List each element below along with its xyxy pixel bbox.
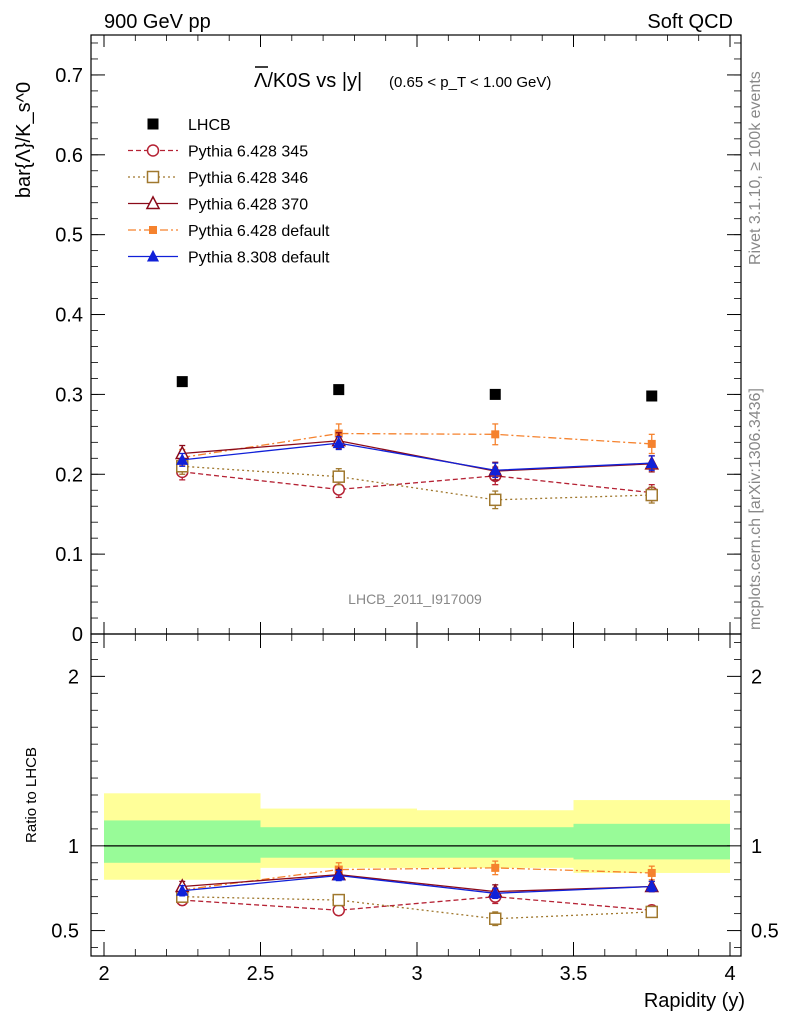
main-series-p345 xyxy=(176,463,658,502)
ratio-point-p8 xyxy=(645,879,658,892)
ratio-line-p346 xyxy=(182,896,652,920)
main-point-lhcb xyxy=(176,376,188,388)
ratio-xlabel: Rapidity (y) xyxy=(644,990,745,1012)
ratio-point-p346 xyxy=(332,893,345,907)
legend-item-p8: Pythia 8.308 default xyxy=(128,250,330,267)
legend-label-lhcb: LHCB xyxy=(188,117,231,134)
analysis-id: LHCB_2011_I917009 xyxy=(348,591,482,607)
legend-label-pdefault: Pythia 6.428 default xyxy=(188,223,330,240)
main-series-p8 xyxy=(176,436,658,479)
ratio-point-p345 xyxy=(332,903,345,917)
ratio-line-p8 xyxy=(182,874,652,894)
main-ytick-label: 0.5 xyxy=(55,225,83,247)
main-series-pdefault xyxy=(178,423,656,467)
main-line-p345 xyxy=(182,471,652,494)
ratio-series-p345 xyxy=(176,889,658,917)
ratio-xtick-label: 3.5 xyxy=(560,963,588,985)
legend: LHCB Pythia 6.428 345 Pythia 6.428 346 Pyth… xyxy=(128,117,330,267)
ratio-line-p370 xyxy=(182,873,652,893)
main-point-p8 xyxy=(489,463,502,476)
ratio-point-p8 xyxy=(176,884,189,896)
legend-marker-lhcb xyxy=(147,118,159,130)
rivet-label: Rivet 3.1.10, ≥ 100k events xyxy=(747,71,764,265)
mcplots-label: mcplots.cern.ch [arXiv:1306.3436] xyxy=(747,388,764,630)
main-ytick-label: 0.4 xyxy=(55,305,83,327)
header-right: Soft QCD xyxy=(647,11,733,33)
band-inner xyxy=(260,827,417,858)
main-ytick-label: 0.1 xyxy=(55,544,83,566)
main-point-p8 xyxy=(645,456,658,469)
main-point-lhcb xyxy=(333,384,345,396)
main-point-pdefault xyxy=(647,439,656,448)
main-point-lhcb xyxy=(489,388,501,400)
main-line-p346 xyxy=(182,465,652,501)
ratio-point-p8 xyxy=(489,886,502,899)
ratio-point-p346 xyxy=(489,912,502,925)
legend-marker-p346 xyxy=(146,170,160,184)
ratio-line-p345 xyxy=(182,896,652,911)
ratio-ylabel: Ratio to LHCB xyxy=(23,747,40,843)
legend-item-p345: Pythia 6.428 345 xyxy=(128,144,308,161)
main-point-p8 xyxy=(332,436,345,449)
ratio-xtick-label: 2 xyxy=(98,963,109,985)
ratio-xtick-label: 3 xyxy=(411,963,422,985)
main-subtitle: (0.65 < p_T < 1.00 GeV) xyxy=(389,74,551,91)
ratio-series-p346 xyxy=(176,890,658,927)
ratio-point-p8 xyxy=(332,868,345,881)
legend-label-p345: Pythia 6.428 345 xyxy=(188,144,308,161)
header-left: 900 GeV pp xyxy=(104,11,211,33)
legend-item-p346: Pythia 6.428 346 xyxy=(128,170,308,187)
main-ytick-label: 0.2 xyxy=(55,464,83,486)
ratio-series-p8 xyxy=(176,868,658,900)
legend-item-p370: Pythia 6.428 370 xyxy=(128,195,308,214)
band-inner xyxy=(417,827,574,858)
band-inner xyxy=(573,823,730,860)
legend-label-p346: Pythia 6.428 346 xyxy=(188,170,308,187)
ratio-panel-series xyxy=(174,860,660,927)
ratio-ytick-label-right: 0.5 xyxy=(751,921,779,943)
main-point-p345 xyxy=(332,483,345,496)
main-point-p346 xyxy=(332,470,345,483)
ratio-uncertainty-bands xyxy=(104,793,730,880)
band-inner xyxy=(104,820,261,863)
ratio-xtick-label: 4 xyxy=(724,963,735,985)
main-point-p8 xyxy=(176,453,189,465)
main-series-lhcb xyxy=(176,376,658,402)
ratio-line-pdefault xyxy=(182,867,652,891)
ratio-ytick-label: 2 xyxy=(68,666,79,688)
ratio-ytick-label: 1 xyxy=(68,836,79,858)
legend-marker-p8 xyxy=(146,249,160,262)
main-line-p370 xyxy=(182,440,652,472)
legend-label-p8: Pythia 8.308 default xyxy=(188,250,330,267)
main-ytick-label: 0.7 xyxy=(55,65,83,87)
main-line-pdefault xyxy=(182,432,652,459)
ratio-point-pdefault xyxy=(647,868,656,877)
main-ytick-label: 0.6 xyxy=(55,145,83,167)
main-panel-axes: 0 0.1 0.2 0.3 0.4 0.5 0.6 0.7 xyxy=(55,34,742,646)
legend-label-p370: Pythia 6.428 370 xyxy=(188,197,308,214)
main-panel-series xyxy=(174,376,660,510)
ratio-ytick-label: 0.5 xyxy=(51,921,79,943)
main-ylabel: bar{Λ}/K_s^0 xyxy=(13,82,35,198)
main-point-p346 xyxy=(645,488,658,502)
main-ytick-label: 0.3 xyxy=(55,384,83,406)
ratio-point-pdefault xyxy=(491,863,500,872)
legend-marker-p370 xyxy=(145,195,161,210)
legend-item-lhcb: LHCB xyxy=(147,117,231,134)
legend-item-pdefault: Pythia 6.428 default xyxy=(128,223,330,240)
ratio-ytick-label-right: 2 xyxy=(751,666,762,688)
legend-marker-pdefault xyxy=(149,226,157,234)
main-point-lhcb xyxy=(646,390,658,402)
main-line-p8 xyxy=(182,442,652,471)
ratio-ytick-label-right: 1 xyxy=(751,836,762,858)
ratio-point-p346 xyxy=(645,905,658,919)
legend-marker-p345 xyxy=(146,144,160,157)
main-point-pdefault xyxy=(491,430,500,439)
main-title: Λ/K0S vs |y| xyxy=(254,70,362,92)
ratio-panel-axes: 0.5 0.5 1 1 2 2 2 2.5 3 3.5 4 xyxy=(51,633,779,985)
main-ytick-label: 0 xyxy=(72,624,83,646)
main-point-p346 xyxy=(489,493,502,507)
ratio-xtick-label: 2.5 xyxy=(247,963,275,985)
